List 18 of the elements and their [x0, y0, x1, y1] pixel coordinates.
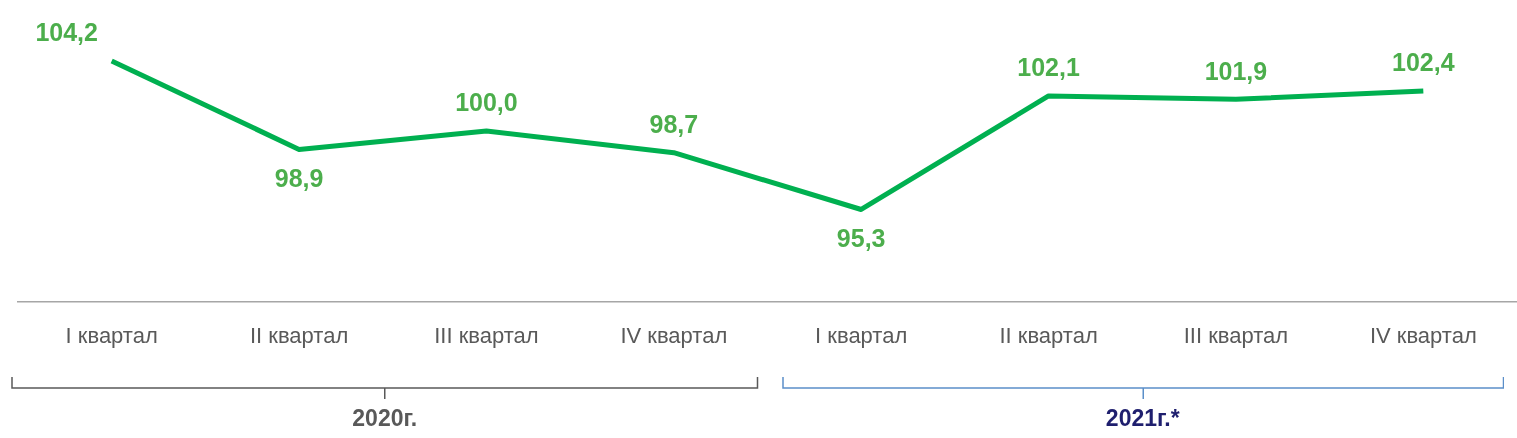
x-tick-label: II квартал [999, 322, 1098, 348]
x-tick-label: II квартал [249, 322, 349, 348]
data-label: 95,3 [836, 223, 886, 252]
x-tick-label: III квартал [1183, 322, 1289, 348]
x-tick-label: IV квартал [620, 322, 728, 348]
x-tick-label: III квартал [434, 322, 539, 348]
x-tick-label: IV квартал [1369, 322, 1477, 348]
data-label: 102,4 [1392, 48, 1455, 77]
data-label: 100,0 [455, 88, 518, 117]
data-label: 101,9 [1204, 56, 1268, 85]
x-tick-label: I квартал [815, 322, 908, 348]
x-tick-label: I квартал [65, 322, 158, 348]
data-label: 98,9 [274, 163, 324, 192]
data-label: 102,1 [1017, 53, 1080, 82]
text: 2020г. [351, 405, 419, 432]
data-label: 98,7 [649, 110, 699, 139]
text: 2021г.* [1104, 405, 1181, 432]
data-label: 104,2 [35, 18, 98, 47]
